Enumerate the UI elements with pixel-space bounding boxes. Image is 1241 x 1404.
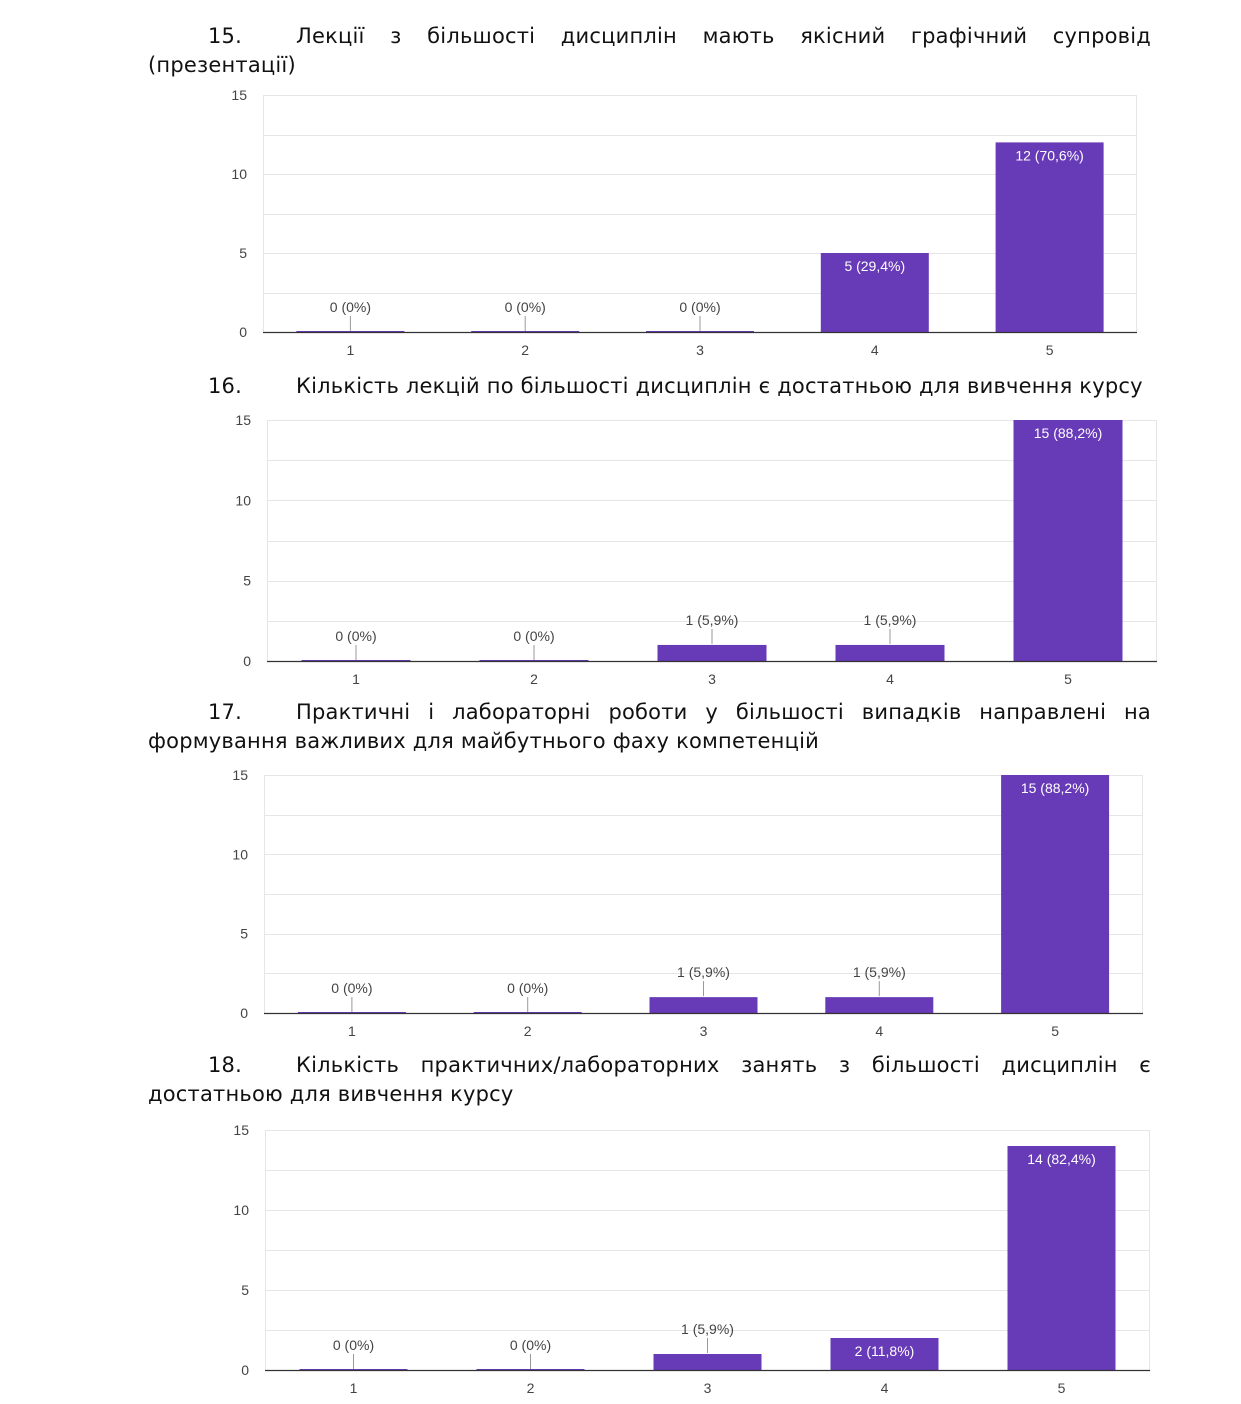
bar [820, 253, 929, 332]
x-tick-label: 2 [530, 671, 538, 687]
x-tick-label: 3 [704, 1380, 712, 1396]
question-16-title: 16. Кількість лекцій по більшості дисципл… [148, 372, 1151, 401]
data-label: 0 (0%) [507, 980, 548, 996]
chart-q18: 0 5 10 15 0 (0%) 1 0 (0%) 2 1 (5,9%) 3 2 (11,8%) 4 1… [0, 1120, 1241, 1404]
y-tick-label: 10 [233, 1202, 249, 1218]
data-label: 15 (88,2%) [1034, 425, 1102, 441]
question-15-title: 15. Лекції з більшості дисциплін мають як… [148, 22, 1151, 80]
x-tick-label: 5 [1046, 342, 1054, 358]
x-tick-label: 2 [521, 342, 529, 358]
bar [479, 660, 589, 661]
y-tick-label: 0 [239, 324, 247, 340]
data-label: 1 (5,9%) [677, 964, 730, 980]
data-label: 1 (5,9%) [864, 612, 917, 628]
x-tick-label: 1 [347, 342, 355, 358]
y-tick-label: 0 [243, 653, 251, 669]
x-tick-label: 1 [350, 1380, 358, 1396]
y-tick-label: 5 [243, 573, 251, 589]
bar [299, 1369, 408, 1370]
bar [296, 331, 405, 332]
bar [646, 331, 754, 332]
y-tick-label: 10 [232, 846, 248, 862]
bar [830, 1338, 939, 1370]
x-tick-label: 3 [696, 342, 704, 358]
bar-chart-q17: 0 5 10 15 0 (0%) 1 0 (0%) 2 1 (5,9%) 3 1 (5,9%) 4 15… [232, 767, 1143, 1039]
bar [473, 1012, 582, 1013]
data-label: 1 (5,9%) [686, 612, 739, 628]
bar [471, 331, 580, 332]
data-label: 2 (11,8%) [855, 1343, 915, 1359]
bar [297, 1012, 406, 1013]
data-label: 0 (0%) [331, 980, 372, 996]
chart-q15: 0 5 10 15 0 (0%) 1 0 (0%) 2 0 (0%) 3 5 (29,4%) 4 12 … [0, 85, 1241, 360]
x-tick-label: 2 [527, 1380, 535, 1396]
data-label: 14 (82,4%) [1027, 1151, 1095, 1167]
bar-chart-q15: 0 5 10 15 0 (0%) 1 0 (0%) 2 0 (0%) 3 5 (29,4%) 4 12 … [231, 87, 1137, 358]
bar [1007, 1146, 1116, 1370]
question-18-title: 18. Кількість практичних/лабораторних зан… [148, 1051, 1151, 1109]
y-tick-label: 15 [233, 1122, 249, 1138]
y-tick-label: 5 [239, 245, 247, 261]
question-number: 18. [208, 1053, 242, 1077]
y-tick-label: 15 [232, 767, 248, 783]
y-tick-label: 10 [231, 166, 247, 182]
x-tick-label: 4 [881, 1380, 889, 1396]
question-17-title: 17. Практичні і лабораторні роботи у біль… [148, 698, 1151, 756]
bar-chart-q16: 0 5 10 15 0 (0%) 1 0 (0%) 2 1 (5,9%) 3 1 (5,9%) 4 15… [235, 412, 1157, 687]
question-text: Практичні і лабораторні роботи у більшос… [148, 700, 1151, 753]
data-label: 1 (5,9%) [681, 1321, 734, 1337]
question-number: 16. [208, 374, 242, 398]
y-tick-label: 5 [240, 926, 248, 942]
y-tick-label: 0 [240, 1005, 248, 1021]
bar [835, 644, 945, 661]
bar [301, 660, 411, 661]
question-text: Кількість лекцій по більшості дисциплін … [296, 374, 1143, 398]
x-tick-label: 4 [871, 342, 879, 358]
chart-q16: 0 5 10 15 0 (0%) 1 0 (0%) 2 1 (5,9%) 3 1 (5,9%) 4 15… [0, 409, 1241, 689]
bar [649, 997, 758, 1013]
x-tick-label: 4 [886, 671, 894, 687]
x-tick-label: 5 [1058, 1380, 1066, 1396]
y-tick-label: 15 [231, 87, 247, 103]
data-label: 0 (0%) [505, 299, 546, 315]
data-label: 0 (0%) [335, 628, 376, 644]
y-tick-label: 0 [241, 1362, 249, 1378]
x-tick-label: 3 [700, 1023, 708, 1039]
bar [1013, 420, 1123, 661]
x-tick-label: 5 [1051, 1023, 1059, 1039]
bar [1001, 775, 1110, 1013]
x-tick-label: 5 [1064, 671, 1072, 687]
data-label: 12 (70,6%) [1015, 147, 1083, 163]
data-label: 1 (5,9%) [853, 964, 906, 980]
data-label: 5 (29,4%) [844, 258, 905, 274]
question-number: 15. [208, 24, 242, 48]
data-label: 0 (0%) [679, 299, 720, 315]
bar [825, 997, 934, 1013]
data-label: 0 (0%) [330, 299, 371, 315]
x-tick-label: 1 [348, 1023, 356, 1039]
data-label: 15 (88,2%) [1021, 780, 1089, 796]
bar [653, 1354, 762, 1370]
x-tick-label: 1 [352, 671, 360, 687]
chart-q17: 0 5 10 15 0 (0%) 1 0 (0%) 2 1 (5,9%) 3 1 (5,9%) 4 15… [0, 765, 1241, 1045]
data-label: 0 (0%) [510, 1337, 551, 1353]
question-text: Кількість практичних/лабораторних занять… [148, 1053, 1151, 1106]
bar [995, 142, 1104, 332]
data-label: 0 (0%) [513, 628, 554, 644]
data-label: 0 (0%) [333, 1337, 374, 1353]
y-tick-label: 15 [235, 412, 251, 428]
x-tick-label: 2 [524, 1023, 532, 1039]
bar [476, 1369, 585, 1370]
x-tick-label: 4 [875, 1023, 883, 1039]
y-tick-label: 5 [241, 1282, 249, 1298]
question-number: 17. [208, 700, 242, 724]
x-tick-label: 3 [708, 671, 716, 687]
bar-chart-q18: 0 5 10 15 0 (0%) 1 0 (0%) 2 1 (5,9%) 3 2 (11,8%) 4 1… [233, 1122, 1150, 1396]
question-text: Лекції з більшості дисциплін мають якісн… [148, 24, 1151, 77]
y-tick-label: 10 [235, 492, 251, 508]
bar [657, 644, 767, 661]
